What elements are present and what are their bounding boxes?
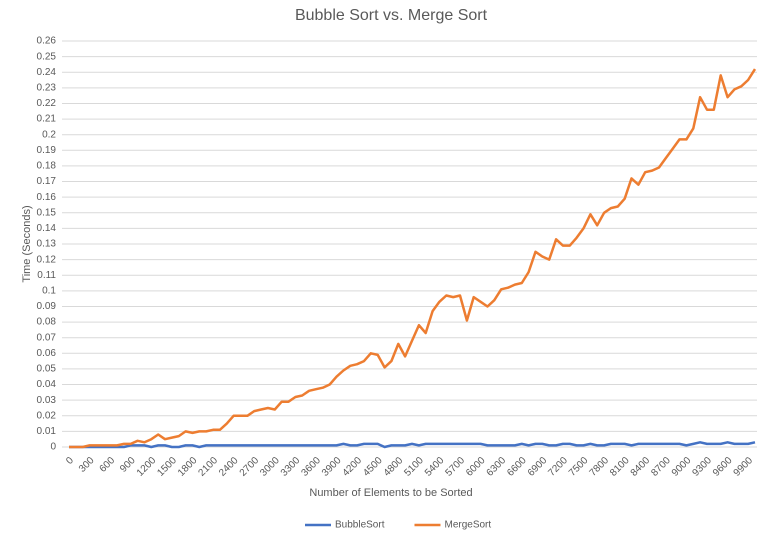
y-tick-label: 0.18 — [37, 161, 57, 172]
y-tick-label: 0.21 — [37, 114, 57, 125]
y-tick-label: 0.04 — [37, 379, 57, 390]
y-tick-label: 0.17 — [37, 176, 57, 187]
y-tick-label: 0.16 — [37, 192, 57, 203]
y-tick-label: 0.19 — [37, 145, 57, 156]
y-tick-label: 0.24 — [37, 67, 57, 78]
y-tick-label: 0.07 — [37, 332, 57, 343]
legend-label: BubbleSort — [335, 520, 385, 531]
y-tick-label: 0.14 — [37, 223, 57, 234]
y-tick-label: 0.12 — [37, 254, 57, 265]
y-tick-label: 0.25 — [37, 51, 57, 62]
chart-title: Bubble Sort vs. Merge Sort — [295, 7, 488, 24]
series-line — [69, 68, 757, 449]
y-tick-label: 0.03 — [37, 395, 57, 406]
y-tick-label: 0.11 — [37, 270, 56, 281]
y-tick-label: 0.26 — [37, 36, 57, 47]
y-tick-label: 0.22 — [37, 98, 57, 109]
legend-label: MergeSort — [444, 520, 491, 531]
y-tick-label: 0.02 — [37, 410, 57, 421]
y-tick-label: 0.23 — [37, 82, 57, 93]
y-axis-title: Time (Seconds) — [21, 205, 33, 282]
y-tick-label: 0 — [50, 442, 56, 453]
y-tick-label: 0.06 — [37, 348, 57, 359]
y-tick-label: 0.13 — [37, 239, 57, 250]
y-tick-label: 0.09 — [37, 301, 57, 312]
y-tick-label: 0.01 — [37, 426, 57, 437]
series-line — [69, 441, 756, 449]
y-tick-label: 0.15 — [37, 207, 57, 218]
y-tick-label: 0.2 — [42, 129, 56, 140]
x-axis-title: Number of Elements to be Sorted — [309, 487, 472, 499]
y-tick-label: 0.1 — [42, 285, 56, 296]
y-tick-label: 0.05 — [37, 364, 57, 375]
y-tick-label: 0.08 — [37, 317, 57, 328]
